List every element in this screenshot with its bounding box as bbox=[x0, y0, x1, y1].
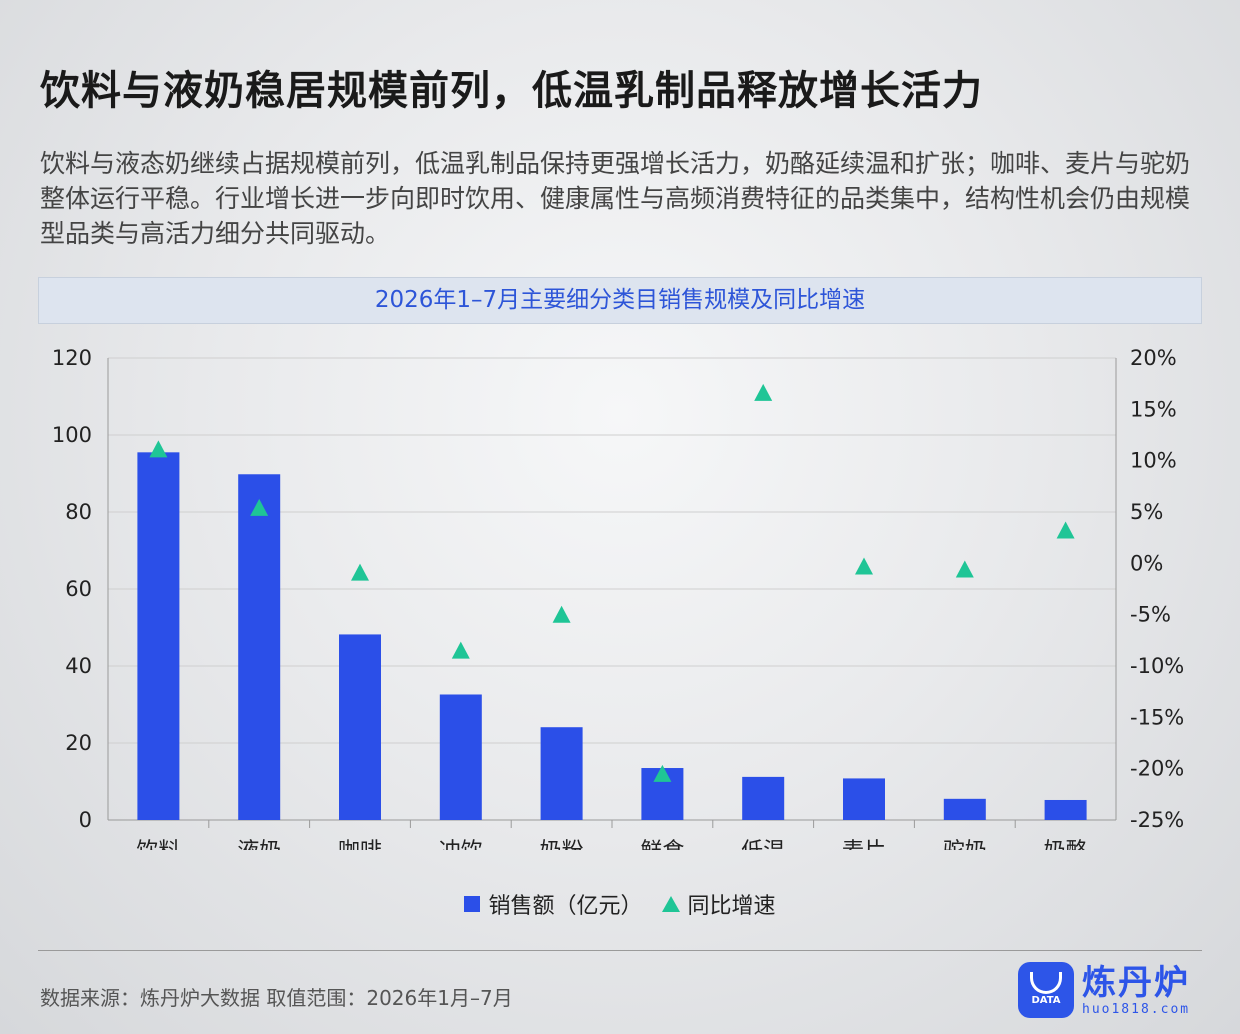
data-source-note: 数据来源：炼丹炉大数据 取值范围：2026年1月–7月 bbox=[40, 986, 513, 1010]
x-tick-label: 奶酪 bbox=[1044, 839, 1088, 850]
y-left-tick-label: 60 bbox=[65, 577, 92, 601]
growth-marker bbox=[1056, 521, 1075, 539]
growth-marker bbox=[754, 383, 773, 401]
x-tick-label: 饮料 bbox=[136, 839, 180, 850]
page-title: 饮料与液奶稳居规模前列，低温乳制品释放增长活力 bbox=[40, 68, 983, 114]
brand-name: 炼丹炉 bbox=[1082, 962, 1190, 1003]
y-right-tick-label: 10% bbox=[1130, 449, 1177, 473]
y-left-tick-label: 100 bbox=[52, 423, 92, 447]
x-tick-label: 奶粉 bbox=[540, 839, 584, 850]
growth-marker bbox=[955, 560, 974, 578]
bar bbox=[843, 778, 885, 820]
y-right-tick-label: -10% bbox=[1130, 654, 1184, 678]
growth-marker bbox=[653, 764, 672, 782]
y-right-tick-label: -5% bbox=[1130, 603, 1171, 627]
growth-marker bbox=[552, 605, 571, 623]
x-tick-label: 驼奶 bbox=[943, 839, 987, 850]
y-left-tick-label: 120 bbox=[52, 346, 92, 370]
y-left-tick-label: 40 bbox=[65, 654, 92, 678]
bar-chart: 0 20 40 60 80 100 120 -25% -20% -15% -10% -5% 0% 5% 10… bbox=[52, 346, 1184, 850]
chart-title: 2026年1–7月主要细分类目销售规模及同比增速 bbox=[38, 277, 1202, 324]
y-right-tick-label: 0% bbox=[1130, 551, 1163, 575]
y-right-tick-label: -25% bbox=[1130, 808, 1184, 832]
x-tick-label: 低温 bbox=[741, 839, 785, 850]
footer-divider bbox=[38, 950, 1202, 951]
x-tick-label: 麦片 bbox=[842, 839, 886, 850]
growth-marker bbox=[351, 563, 369, 581]
x-tick-label: 液奶 bbox=[237, 839, 281, 850]
legend-sales-label: 销售额（亿元） bbox=[488, 894, 643, 919]
x-tick-label: 鲜食 bbox=[640, 839, 684, 850]
bar bbox=[540, 727, 583, 820]
y-right-tick-label: -20% bbox=[1130, 757, 1184, 781]
growth-marker bbox=[855, 557, 873, 575]
page-description: 饮料与液态奶继续占据规模前列，低温乳制品保持更强增长活力，奶酪延续温和扩张；咖啡… bbox=[40, 149, 1191, 248]
bar bbox=[439, 694, 482, 820]
bar bbox=[238, 474, 281, 820]
y-left-tick-label: 80 bbox=[65, 500, 92, 524]
brand-logo-icon: DATA bbox=[1018, 962, 1074, 1018]
bar bbox=[339, 634, 381, 820]
growth-marker bbox=[149, 440, 168, 458]
y-right-tick-label: 20% bbox=[1130, 346, 1177, 370]
brand-url: huo1818.com bbox=[1082, 1001, 1191, 1017]
x-tick-label: 冲饮 bbox=[439, 839, 483, 850]
legend-growth-label: 同比增速 bbox=[687, 894, 776, 919]
y-left-tick-label: 20 bbox=[65, 731, 92, 755]
legend-item-sales: 销售额（亿元） bbox=[464, 888, 643, 920]
legend-item-growth: 同比增速 bbox=[661, 888, 776, 920]
chart-legend: 销售额（亿元） 同比增速 bbox=[0, 888, 1240, 920]
triangle-marker-icon bbox=[661, 896, 680, 912]
y-left-tick-label: 0 bbox=[79, 808, 92, 832]
y-right-tick-label: -15% bbox=[1130, 705, 1184, 729]
y-right-tick-label: 15% bbox=[1130, 397, 1177, 421]
bar bbox=[943, 798, 986, 820]
legend-bar-swatch bbox=[464, 896, 481, 912]
growth-marker bbox=[250, 498, 269, 516]
y-right-tick-label: 5% bbox=[1130, 500, 1163, 524]
brand-logo: DATA 炼丹炉 huo1818.com bbox=[1018, 962, 1190, 1018]
bar bbox=[1044, 799, 1087, 820]
bar bbox=[742, 776, 785, 820]
bar bbox=[137, 452, 180, 820]
x-tick-label: 咖啡 bbox=[338, 839, 382, 850]
growth-marker bbox=[451, 641, 470, 659]
